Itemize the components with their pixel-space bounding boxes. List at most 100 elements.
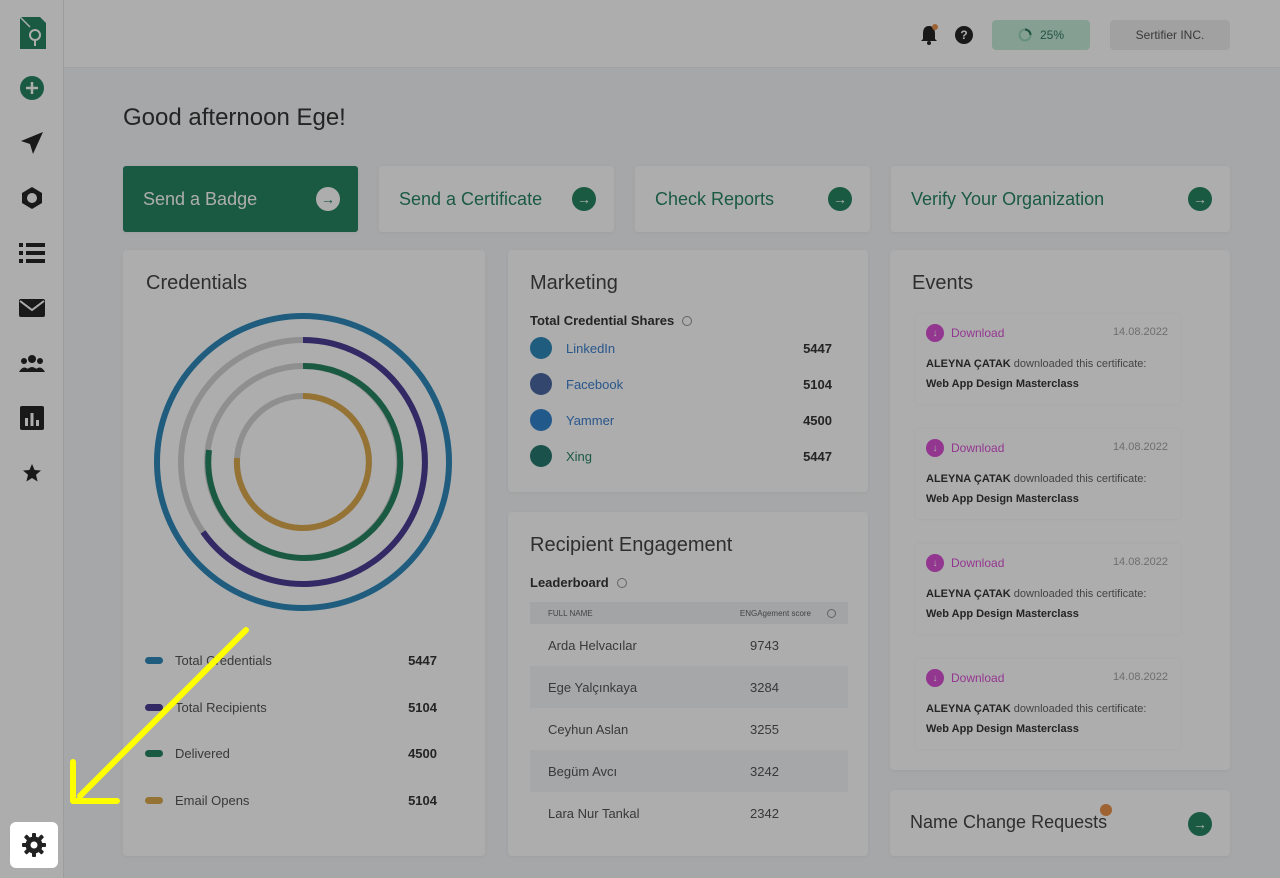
events-card: Events ↓ Download 14.08.2022 ALEYNA ÇATA… bbox=[890, 250, 1230, 770]
event-user: ALEYNA ÇATAK bbox=[926, 588, 1011, 600]
badge-icon[interactable] bbox=[17, 183, 47, 213]
share-row-xing: Xing 5447 bbox=[530, 444, 832, 468]
table-row[interactable]: Arda Helvacılar 9743 bbox=[530, 624, 848, 666]
share-name[interactable]: Facebook bbox=[566, 376, 624, 392]
event-type: Download bbox=[951, 556, 1005, 570]
row-name: Begüm Avcı bbox=[548, 763, 618, 779]
share-name[interactable]: Yammer bbox=[566, 412, 615, 428]
event-date: 14.08.2022 bbox=[1112, 556, 1168, 568]
greeting-title: Good afternoon Ege! bbox=[123, 104, 346, 131]
row-name: Ege Yalçınkaya bbox=[548, 679, 638, 695]
arrow-right-icon: → bbox=[1188, 812, 1212, 836]
organization-menu-button[interactable]: Sertifier INC. bbox=[1110, 20, 1230, 50]
shares-subtitle: Total Credential Shares bbox=[530, 313, 693, 328]
row-score: 3255 bbox=[750, 721, 779, 737]
settings-button[interactable] bbox=[10, 822, 58, 868]
share-name[interactable]: LinkedIn bbox=[566, 340, 616, 356]
download-icon: ↓ bbox=[926, 669, 944, 687]
linkedin-icon bbox=[530, 337, 552, 359]
check-reports-button[interactable]: Check Reports → bbox=[635, 166, 870, 232]
event-action: downloaded this certificate: bbox=[1013, 703, 1147, 715]
table-row[interactable]: Lara Nur Tankal 2342 bbox=[530, 792, 848, 834]
notification-dot bbox=[932, 24, 938, 30]
legend-swatch bbox=[145, 796, 163, 804]
progress-ring-icon bbox=[1018, 28, 1032, 42]
row-score: 9743 bbox=[750, 637, 779, 653]
ring-email-opens bbox=[233, 393, 372, 531]
table-row[interactable]: Ceyhun Aslan 3255 bbox=[530, 708, 848, 750]
arrow-right-icon: → bbox=[1188, 187, 1212, 211]
xing-icon bbox=[530, 445, 552, 467]
event-item[interactable]: ↓ Download 14.08.2022 ALEYNA ÇATAK downl… bbox=[916, 659, 1180, 749]
info-icon[interactable] bbox=[682, 315, 693, 326]
notification-dot bbox=[1100, 804, 1112, 816]
event-description: ALEYNA ÇATAK downloaded this certificate… bbox=[926, 588, 1146, 600]
event-description: ALEYNA ÇATAK downloaded this certificate… bbox=[926, 358, 1146, 370]
name-change-card[interactable]: Name Change Requests → bbox=[890, 790, 1230, 856]
logo[interactable] bbox=[16, 13, 50, 53]
settings-icon bbox=[22, 833, 46, 857]
verify-organization-button[interactable]: Verify Your Organization → bbox=[891, 166, 1230, 232]
legend-value: 5104 bbox=[408, 699, 437, 715]
event-action: downloaded this certificate: bbox=[1013, 588, 1147, 600]
card-title: Name Change Requests bbox=[910, 812, 1108, 832]
event-item[interactable]: ↓ Download 14.08.2022 ALEYNA ÇATAK downl… bbox=[916, 544, 1180, 634]
engagement-card: Recipient Engagement Leaderboard FULL NA… bbox=[508, 512, 868, 856]
add-circle-icon[interactable] bbox=[17, 73, 47, 103]
event-user: ALEYNA ÇATAK bbox=[926, 703, 1011, 715]
marketing-card: Marketing Total Credential Shares Linked… bbox=[508, 250, 868, 492]
card-title: Credentials bbox=[146, 272, 248, 294]
col-engagement-score[interactable]: ENGAgement score bbox=[739, 608, 811, 618]
row-score: 2342 bbox=[750, 805, 779, 821]
subtitle-text: Total Credential Shares bbox=[530, 313, 675, 328]
report-icon[interactable] bbox=[17, 403, 47, 433]
arrow-right-icon: → bbox=[316, 187, 340, 211]
event-action: downloaded this certificate: bbox=[1013, 358, 1147, 370]
event-item[interactable]: ↓ Download 14.08.2022 ALEYNA ÇATAK downl… bbox=[916, 429, 1180, 519]
send-certificate-button[interactable]: Send a Certificate → bbox=[379, 166, 614, 232]
sidebar bbox=[0, 0, 64, 878]
download-icon: ↓ bbox=[926, 554, 944, 572]
event-item[interactable]: ↓ Download 14.08.2022 ALEYNA ÇATAK downl… bbox=[916, 314, 1180, 404]
event-course: Web App Design Masterclass bbox=[926, 493, 1079, 505]
star-icon[interactable] bbox=[17, 458, 47, 488]
event-date: 14.08.2022 bbox=[1112, 671, 1168, 683]
list-icon[interactable] bbox=[17, 238, 47, 268]
row-name: Lara Nur Tankal bbox=[548, 805, 640, 821]
ring-delivered bbox=[205, 362, 404, 561]
col-full-name[interactable]: FULL NAME bbox=[548, 608, 593, 618]
legend-value: 5104 bbox=[408, 792, 437, 808]
event-action: downloaded this certificate: bbox=[1013, 473, 1147, 485]
subtitle-text: Leaderboard bbox=[530, 575, 609, 590]
share-name[interactable]: Xing bbox=[566, 448, 593, 464]
mail-icon[interactable] bbox=[17, 293, 47, 323]
share-row-linkedin: LinkedIn 5447 bbox=[530, 336, 832, 360]
event-type: Download bbox=[951, 441, 1005, 455]
arrow-right-icon: → bbox=[572, 187, 596, 211]
send-badge-button[interactable]: Send a Badge → bbox=[123, 166, 358, 232]
info-icon[interactable] bbox=[616, 577, 627, 588]
event-date: 14.08.2022 bbox=[1112, 326, 1168, 338]
share-row-facebook: Facebook 5104 bbox=[530, 372, 832, 396]
event-course: Web App Design Masterclass bbox=[926, 608, 1079, 620]
event-type: Download bbox=[951, 326, 1005, 340]
leaderboard-subtitle: Leaderboard bbox=[530, 575, 627, 590]
row-name: Ceyhun Aslan bbox=[548, 721, 629, 737]
send-icon[interactable] bbox=[17, 128, 47, 158]
action-label: Check Reports bbox=[655, 188, 775, 209]
yammer-icon bbox=[530, 409, 552, 431]
setup-progress-button[interactable]: 25% bbox=[992, 20, 1090, 50]
event-description: ALEYNA ÇATAK downloaded this certificate… bbox=[926, 473, 1146, 485]
table-row[interactable]: Ege Yalçınkaya 3284 bbox=[530, 666, 848, 708]
table-row[interactable]: Begüm Avcı 3242 bbox=[530, 750, 848, 792]
info-icon[interactable] bbox=[827, 608, 836, 618]
help-icon[interactable]: ? bbox=[955, 26, 973, 44]
share-row-yammer: Yammer 4500 bbox=[530, 408, 832, 432]
event-type: Download bbox=[951, 671, 1005, 685]
card-title: Marketing bbox=[530, 272, 618, 294]
users-icon[interactable] bbox=[17, 348, 47, 378]
download-icon: ↓ bbox=[926, 439, 944, 457]
event-course: Web App Design Masterclass bbox=[926, 723, 1079, 735]
event-user: ALEYNA ÇATAK bbox=[926, 473, 1011, 485]
row-score: 3284 bbox=[750, 679, 779, 695]
